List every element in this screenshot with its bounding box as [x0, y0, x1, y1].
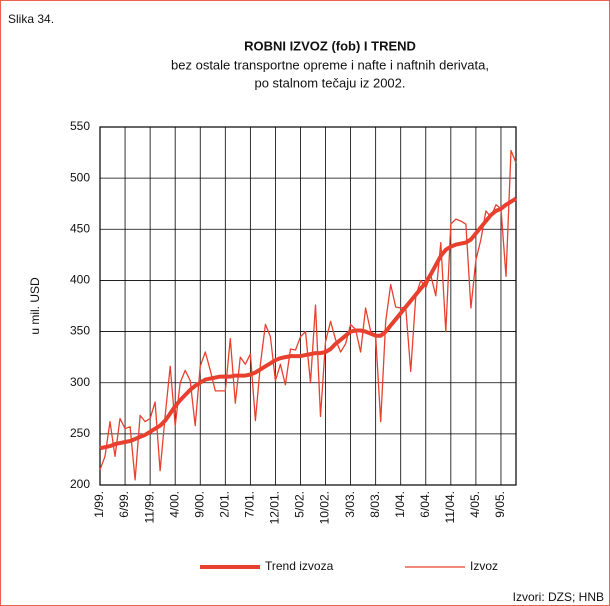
x-tick-label: 9/00. — [192, 491, 206, 518]
x-tick-label: 1/99. — [92, 491, 106, 518]
x-tick-label: 11/99. — [142, 491, 156, 523]
y-tick-label: 550 — [70, 119, 90, 133]
y-tick-label: 500 — [70, 170, 90, 184]
x-tick-label: 7/01. — [243, 491, 257, 518]
y-tick-label: 400 — [70, 273, 90, 287]
y-tick-label: 350 — [70, 324, 90, 338]
figure-label: Slika 34. — [8, 12, 54, 26]
y-tick-label: 450 — [70, 221, 90, 235]
source: Izvori: DZS; HNB — [513, 590, 604, 604]
x-tick-label: 12/01. — [268, 491, 282, 524]
y-tick-label: 200 — [70, 477, 90, 491]
plot-frame — [99, 126, 517, 486]
x-tick-label: 2/01. — [217, 491, 231, 518]
x-tick-label: 1/04. — [393, 491, 407, 518]
legend-label: Trend izvoza — [265, 559, 334, 573]
x-tick-label: 4/05. — [468, 491, 482, 518]
chart-title: ROBNI IZVOZ (fob) I TREND — [244, 38, 416, 53]
legend-label: Izvoz — [470, 559, 498, 573]
x-tick-label: 3/03. — [343, 491, 357, 518]
chart-subtitle: po stalnom tečaju iz 2002. — [254, 75, 405, 90]
x-tick-label: 6/99. — [117, 491, 131, 518]
x-tick-label: 8/03. — [368, 491, 382, 518]
x-tick-label: 4/00. — [167, 491, 181, 518]
line-series — [99, 196, 518, 451]
x-tick-label: 9/05. — [493, 491, 507, 518]
x-tick-label: 6/04. — [418, 491, 432, 518]
y-tick-label: 250 — [70, 426, 90, 440]
y-tick-label: 300 — [70, 375, 90, 389]
x-tick-label: 5/02. — [293, 491, 307, 518]
x-tick-label: 11/04. — [443, 491, 457, 523]
x-tick-label: 10/02. — [318, 491, 332, 524]
y-axis-label: u mil. USD — [28, 277, 42, 335]
chart-subtitle: bez ostale transportne opreme i nafte i … — [171, 57, 489, 72]
line-series — [99, 149, 517, 481]
